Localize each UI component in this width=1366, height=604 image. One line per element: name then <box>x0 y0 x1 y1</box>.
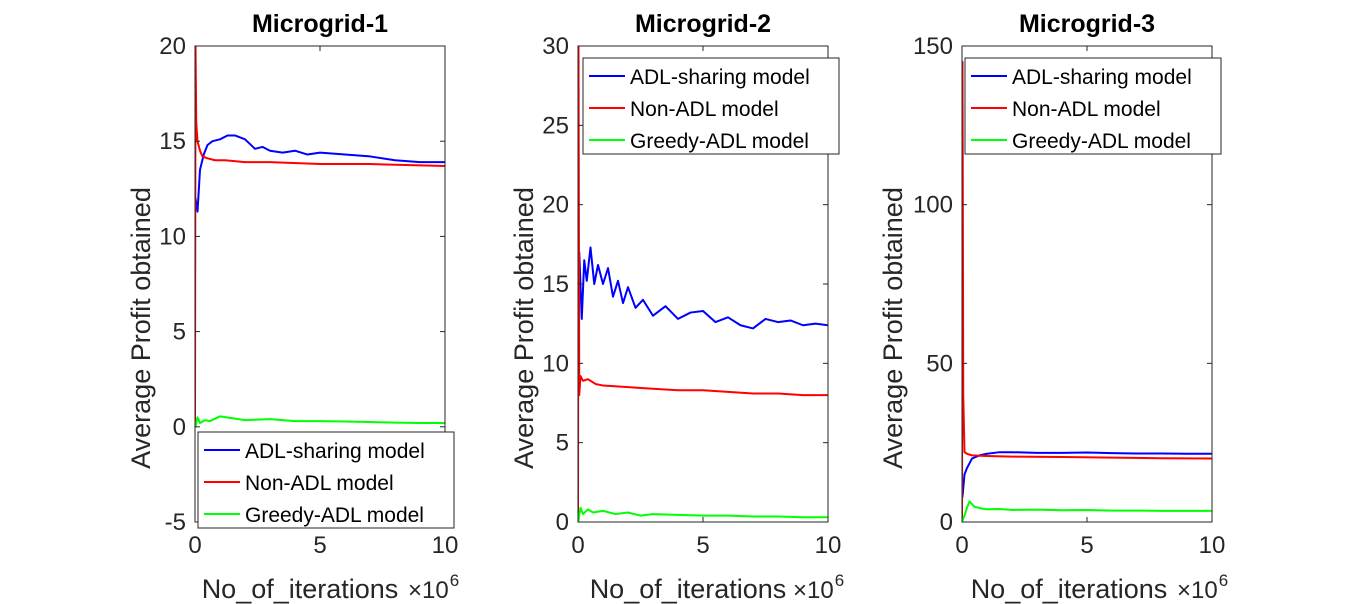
x-axis-label: No_of_iterations <box>202 574 399 604</box>
x-tick-label: 5 <box>1080 532 1093 559</box>
y-tick-label: 15 <box>159 128 186 155</box>
series-line-1 <box>195 134 445 213</box>
y-tick-label: 100 <box>913 192 953 219</box>
series-line-1 <box>962 451 1212 498</box>
legend-box <box>582 57 840 155</box>
chart-title: Microgrid-1 <box>252 10 388 38</box>
legend: ADL-sharing model Non-ADL model Greedy-ADL… <box>964 57 1222 155</box>
series-group <box>195 46 445 428</box>
y-tick-label: 10 <box>542 350 569 377</box>
series-line-2 <box>962 60 1212 522</box>
legend-entry-3: Greedy-ADL model <box>630 130 809 153</box>
legend-entry-1: ADL-sharing model <box>1012 66 1192 89</box>
chart-panel-3: 0 50 100 150 0 5 10 Microgrid-3 Average Profit o… <box>878 10 1228 604</box>
x-tick-label: 10 <box>815 532 842 559</box>
legend-entry-2: Non-ADL model <box>630 98 779 121</box>
legend-entry-2: Non-ADL model <box>245 472 394 495</box>
y-tick-label: 30 <box>542 33 569 60</box>
legend-entry-3: Greedy-ADL model <box>245 504 424 527</box>
legend-entry-2: Non-ADL model <box>1012 98 1161 121</box>
series-line-3 <box>962 500 1212 522</box>
x-tick-label: 0 <box>188 532 201 559</box>
x-axis-multiplier-exponent: 6 <box>450 571 459 590</box>
x-axis-label: No_of_iterations <box>590 574 787 604</box>
y-tick-label: 5 <box>556 430 569 457</box>
legend: ADL-sharing model Non-ADL model Greedy-ADL… <box>197 431 455 529</box>
y-tick-label: 50 <box>926 350 953 377</box>
y-tick-label: 0 <box>940 509 953 536</box>
y-tick-label: 0 <box>556 509 569 536</box>
x-axis-multiplier-exponent: 6 <box>1219 571 1228 590</box>
x-tick-label: 0 <box>571 532 584 559</box>
y-axis-label: Average Profit obtained <box>509 187 539 469</box>
chart-panel-2: 0 5 10 15 20 25 30 0 5 10 Microgrid-2 Average Profi… <box>509 10 844 604</box>
y-tick-label: 15 <box>542 271 569 298</box>
x-tick-label: 0 <box>955 532 968 559</box>
y-tick-label: 10 <box>159 223 186 250</box>
series-line-1 <box>578 246 828 330</box>
y-tick-label: 5 <box>173 319 186 346</box>
x-tick-label: 10 <box>1199 532 1226 559</box>
y-tick-label: -5 <box>165 509 186 536</box>
x-tick-label: 5 <box>696 532 709 559</box>
series-line-2 <box>578 46 828 522</box>
series-line-3 <box>195 415 445 428</box>
chart-title: Microgrid-2 <box>635 10 771 38</box>
series-line-2 <box>195 46 445 422</box>
series-group <box>578 46 828 522</box>
x-axis-label: No_of_iterations <box>971 574 1168 604</box>
x-axis-multiplier-exponent: 6 <box>835 571 844 590</box>
x-axis-multiplier: ×106 <box>793 571 844 604</box>
y-tick-label: 20 <box>159 33 186 60</box>
x-tick-label: 5 <box>313 532 326 559</box>
y-axis-label: Average Profit obtained <box>878 187 908 469</box>
y-axis-label: Average Profit obtained <box>126 187 156 469</box>
chart-title: Microgrid-3 <box>1019 10 1155 38</box>
legend-entry-1: ADL-sharing model <box>630 66 810 89</box>
legend: ADL-sharing model Non-ADL model Greedy-ADL… <box>582 57 840 155</box>
series-group <box>962 60 1212 522</box>
x-tick-label: 10 <box>432 532 459 559</box>
y-tick-label: 150 <box>913 33 953 60</box>
y-tick-label: 20 <box>542 192 569 219</box>
legend-box <box>964 57 1222 155</box>
series-line-3 <box>578 506 828 522</box>
x-axis-multiplier: ×106 <box>408 571 459 604</box>
legend-entry-1: ADL-sharing model <box>245 440 425 463</box>
legend-entry-3: Greedy-ADL model <box>1012 130 1191 153</box>
x-axis-multiplier: ×106 <box>1177 571 1228 604</box>
y-tick-label: 0 <box>173 414 186 441</box>
y-tick-label: 25 <box>542 112 569 139</box>
legend-box <box>197 431 455 529</box>
